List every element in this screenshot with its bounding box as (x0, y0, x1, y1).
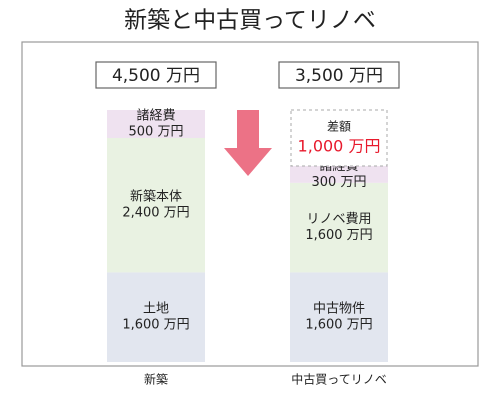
segment (290, 109, 388, 167)
segment (107, 272, 205, 362)
segment-value: 1,600 万円 (305, 318, 372, 333)
total-label: 3,500 万円 (295, 66, 383, 86)
down-arrow (224, 110, 272, 176)
segment-name: 中古物件 (313, 302, 365, 317)
segment-value: 1,600 万円 (122, 318, 189, 333)
segment-value: 500 万円 (129, 125, 184, 140)
segment (107, 138, 205, 273)
segment-name: 差額 (327, 120, 351, 134)
segment-value: 2,400 万円 (122, 206, 189, 221)
category-label: 中古買ってリノベ (291, 372, 386, 387)
segment-value: 1,600 万円 (305, 228, 372, 243)
segment-name: 土地 (143, 302, 169, 317)
total-label: 4,500 万円 (112, 66, 200, 86)
segment-name: リノベ費用 (306, 212, 371, 227)
segment-name: 諸経費 (136, 108, 175, 124)
total-box (278, 61, 400, 89)
chart-title: 新築と中古買ってリノベ (124, 8, 376, 34)
segment-value: 1,000 万円 (298, 137, 381, 156)
segment (290, 182, 388, 273)
segment (290, 166, 388, 183)
segment (107, 110, 205, 138)
segment-name: 新築本体 (130, 189, 182, 205)
segment-value: 300 万円 (312, 175, 367, 190)
frame (21, 41, 479, 367)
total-box (95, 61, 217, 89)
segment (290, 272, 388, 362)
category-label: 新築 (144, 372, 168, 387)
